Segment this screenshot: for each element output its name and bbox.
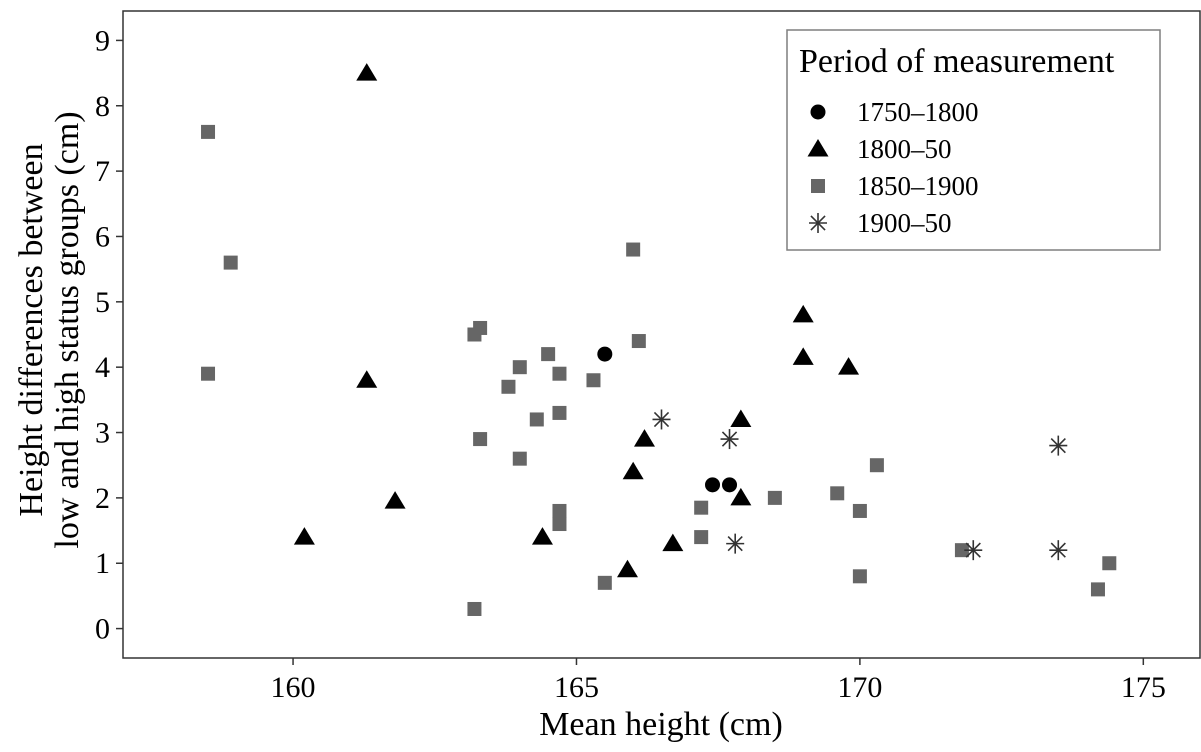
data-point-square [631, 334, 646, 349]
data-point-square [694, 530, 709, 545]
data-point-square [512, 360, 527, 375]
data-point-square [954, 543, 969, 558]
x-axis-title: Mean height (cm) [539, 706, 783, 743]
data-point-asterisk [1049, 435, 1068, 456]
data-point-square [467, 601, 482, 616]
data-point-square [529, 412, 544, 427]
data-point-triangle [633, 429, 655, 447]
data-point-square [201, 124, 216, 139]
axis-ticks: 160 165 170 175 0 1 2 3 4 5 6 7 8 9 [95, 24, 1166, 704]
legend-key-square [811, 179, 825, 193]
data-point-square [552, 405, 567, 420]
data-point-triangle [384, 491, 406, 509]
y-tick-label: 4 [95, 351, 110, 384]
data-point-asterisk [726, 533, 745, 554]
legend-key-circle [810, 104, 826, 120]
data-point-square [541, 347, 556, 362]
data-point-circle [722, 477, 738, 493]
data-point-square [501, 379, 516, 394]
data-point-triangle [792, 347, 814, 365]
data-point-asterisk [720, 429, 739, 450]
y-tick-label: 8 [95, 90, 110, 123]
legend: Period of measurement 1750–1800 1800–50 18… [786, 29, 1161, 251]
data-point-triangle [356, 370, 378, 388]
data-point-triangle [662, 533, 684, 552]
y-axis-title-line-2: low and high status groups (cm) [49, 111, 86, 548]
legend-items: 1750–1800 1800–50 1850–1900 1900–50 [807, 97, 979, 238]
y-tick-label: 3 [95, 417, 110, 450]
data-point-triangle [792, 304, 814, 323]
data-point-triangle [730, 409, 752, 427]
data-point-asterisk [964, 540, 983, 561]
data-point-triangle [616, 559, 638, 578]
data-point-triangle [356, 63, 378, 81]
data-point-square [473, 432, 488, 447]
data-point-square [1090, 582, 1105, 597]
data-point-square [201, 366, 216, 381]
legend-key-asterisk [809, 213, 827, 233]
data-point-triangle [622, 461, 644, 480]
data-point-square [1102, 556, 1117, 571]
legend-title: Period of measurement [799, 43, 1115, 80]
data-point-square [473, 320, 488, 335]
legend-label: 1750–1800 [857, 97, 979, 127]
y-tick-label: 5 [95, 286, 110, 319]
legend-label: 1850–1900 [857, 171, 979, 201]
x-tick-label: 160 [271, 671, 316, 704]
data-point-square [597, 575, 612, 590]
data-point-square [852, 503, 867, 518]
data-point-square [830, 486, 845, 501]
data-point-circle [705, 477, 721, 493]
y-tick-label: 7 [95, 155, 110, 188]
y-axis-title-line-1: Height differences between [13, 143, 50, 516]
data-point-asterisk [1049, 540, 1068, 561]
data-point-circle [597, 346, 613, 362]
legend-label: 1900–50 [857, 208, 952, 238]
data-point-square [512, 451, 527, 466]
data-point-square [869, 458, 884, 473]
y-tick-label: 1 [95, 547, 110, 580]
data-point-triangle [293, 527, 315, 545]
legend-key-triangle [807, 139, 829, 157]
data-point-square [852, 569, 867, 584]
data-point-square [223, 255, 238, 270]
x-tick-label: 170 [837, 671, 882, 704]
data-point-square [586, 373, 601, 388]
data-point-triangle [838, 357, 860, 375]
data-point-square [552, 503, 567, 518]
data-point-triangle [531, 527, 553, 545]
y-tick-label: 6 [95, 220, 110, 253]
data-point-triangle [730, 487, 752, 506]
data-point-asterisk [652, 409, 671, 430]
x-tick-label: 165 [554, 671, 599, 704]
y-tick-label: 2 [95, 482, 110, 515]
y-axis-title: Height differences between low and high … [13, 111, 86, 548]
data-point-square [694, 500, 709, 515]
data-point-square [552, 366, 567, 381]
x-tick-label: 175 [1121, 671, 1166, 704]
data-point-square [552, 517, 567, 532]
data-point-square [767, 490, 782, 505]
y-tick-label: 9 [95, 24, 110, 57]
y-tick-label: 0 [95, 613, 110, 646]
data-point-square [626, 242, 641, 257]
legend-box [786, 29, 1161, 251]
data-points [201, 63, 1117, 616]
legend-label: 1800–50 [857, 134, 952, 164]
